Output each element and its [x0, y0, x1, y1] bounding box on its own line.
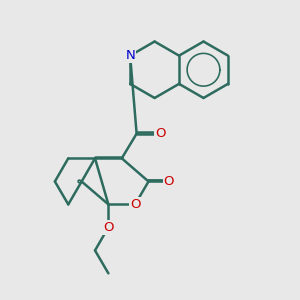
Text: O: O	[155, 127, 166, 140]
Text: O: O	[130, 198, 140, 211]
Text: O: O	[103, 221, 114, 234]
Text: N: N	[125, 49, 135, 62]
Text: O: O	[164, 175, 174, 188]
